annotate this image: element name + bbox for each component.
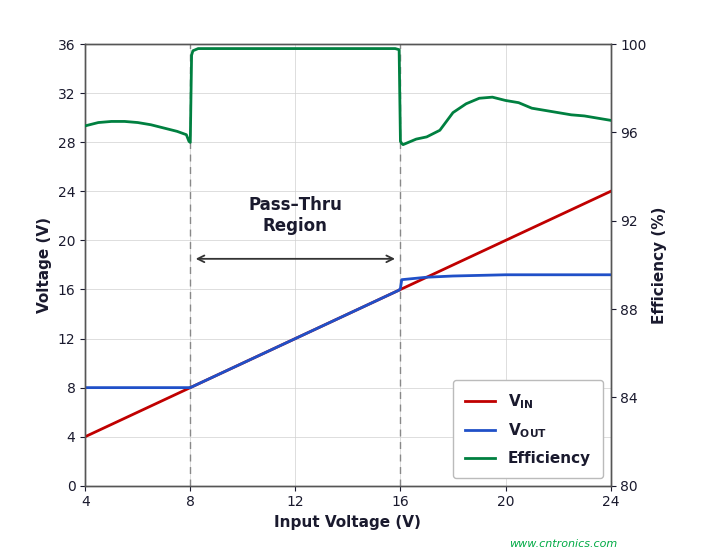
Y-axis label: Efficiency (%): Efficiency (%)	[652, 206, 667, 323]
Text: www.cntronics.com: www.cntronics.com	[510, 539, 618, 549]
Legend: $\mathbf{V_{IN}}$, $\mathbf{V_{OUT}}$, Efficiency: $\mathbf{V_{IN}}$, $\mathbf{V_{OUT}}$, E…	[452, 380, 603, 478]
Text: Pass–Thru
Region: Pass–Thru Region	[248, 197, 342, 235]
Y-axis label: Voltage (V): Voltage (V)	[37, 217, 52, 313]
X-axis label: Input Voltage (V): Input Voltage (V)	[275, 515, 421, 530]
